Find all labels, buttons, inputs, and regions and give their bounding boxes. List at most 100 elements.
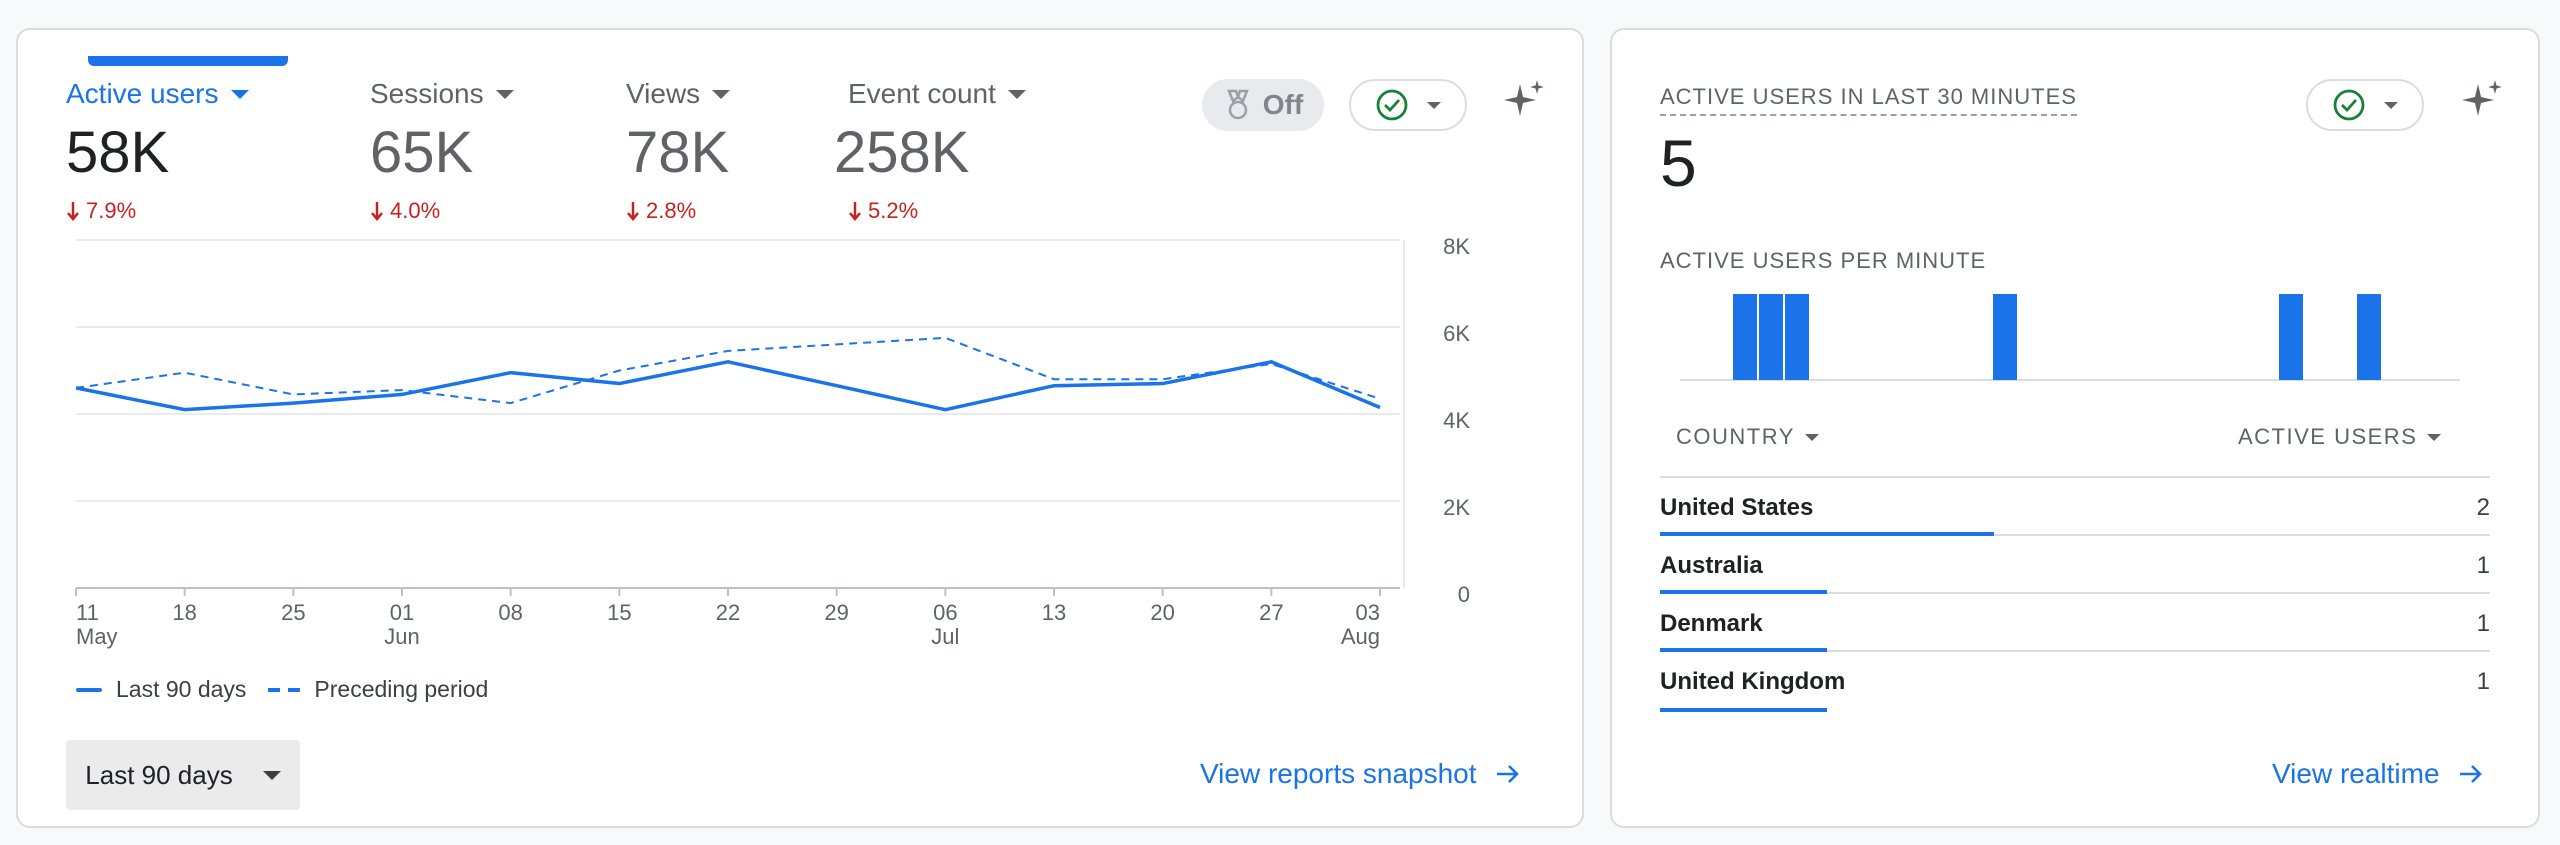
x-tick-label: 11 — [76, 600, 99, 625]
country-name: Australia — [1660, 552, 1763, 579]
metric-change: 5.2% — [848, 198, 1026, 224]
metric-change: 2.8% — [626, 198, 730, 224]
active-users-count: 1 — [2476, 668, 2490, 695]
table-row[interactable]: Australia 1 — [1660, 536, 2490, 594]
x-tick-label: 06 — [933, 600, 957, 625]
realtime-card — [1610, 28, 2540, 828]
legend-dashed-swatch — [268, 687, 301, 692]
metric-label[interactable]: Views — [626, 78, 731, 110]
caret-down-icon — [1427, 101, 1441, 109]
arrow-down-icon — [627, 202, 639, 221]
arrow-right-icon — [1496, 765, 1519, 783]
y-tick-label: 2K — [1443, 495, 1470, 520]
x-tick-month-label: May — [76, 624, 118, 649]
caret-down-icon[interactable] — [230, 89, 249, 99]
arrow-down-icon — [371, 202, 383, 221]
country-name: United Kingdom — [1660, 668, 1846, 695]
x-tick-label: 22 — [716, 600, 740, 625]
caret-down-icon — [2384, 101, 2398, 109]
realtime-active-users-value: 5 — [1660, 126, 1697, 200]
insights-sparkle-icon[interactable] — [1502, 78, 1548, 124]
legend-solid-swatch — [76, 687, 102, 692]
arrow-down-icon — [849, 202, 861, 221]
active-users-per-minute-chart — [1680, 294, 2460, 381]
metric-event-count[interactable]: Event count 258K 5.2% — [834, 78, 1026, 224]
x-tick-label: 01 — [390, 600, 414, 625]
metric-value: 58K — [66, 120, 170, 185]
medal-icon — [1226, 89, 1249, 120]
table-row[interactable]: United States 2 — [1660, 478, 2490, 536]
table-row[interactable]: United Kingdom 1 — [1660, 652, 2490, 712]
x-tick-label: 18 — [172, 600, 196, 625]
active-users-count: 1 — [2476, 610, 2490, 637]
legend-label: Last 90 days — [116, 676, 247, 702]
active-users-count: 1 — [2476, 552, 2490, 579]
minute-bar — [1785, 294, 1809, 380]
y-tick-label: 0 — [1458, 582, 1470, 607]
active-tab-indicator — [88, 56, 288, 66]
metric-sessions[interactable]: Sessions 65K 4.0% — [370, 78, 514, 224]
caret-down-icon — [2427, 433, 2442, 441]
x-tick-month-label: Aug — [1341, 624, 1380, 649]
metric-value: 65K — [370, 120, 474, 185]
series-preceding-period-line — [75, 336, 1381, 405]
caret-down-icon — [262, 770, 281, 780]
x-tick-month-label: Jul — [931, 624, 959, 649]
minute-bar — [2279, 294, 2303, 380]
minute-bar — [1993, 294, 2017, 380]
y-tick-label: 8K — [1443, 234, 1470, 259]
minute-bar — [1759, 294, 1783, 380]
data-quality-dropdown[interactable] — [1349, 79, 1467, 131]
y-tick-label: 6K — [1443, 321, 1470, 346]
overview-card — [16, 28, 1584, 828]
share-bar — [1660, 648, 1827, 652]
view-realtime-link[interactable]: View realtime — [2272, 758, 2484, 790]
caret-down-icon[interactable] — [495, 89, 514, 99]
legend-label: Preceding period — [314, 676, 489, 702]
metric-value: 78K — [626, 120, 730, 185]
minute-bar — [1733, 294, 1757, 380]
caret-down-icon[interactable] — [712, 89, 731, 99]
active-users-count: 2 — [2476, 494, 2490, 521]
realtime-data-quality-dropdown[interactable] — [2306, 79, 2424, 131]
metric-views[interactable]: Views 78K 2.8% — [626, 78, 731, 224]
x-tick-label: 27 — [1259, 600, 1283, 625]
metric-label[interactable]: Active users — [66, 78, 249, 110]
metric-label[interactable]: Event count — [848, 78, 1026, 110]
check-circle-icon — [2333, 89, 2365, 121]
view-reports-snapshot-link[interactable]: View reports snapshot — [1200, 758, 1521, 790]
minute-bar — [2357, 294, 2381, 380]
x-tick-month-label: Jun — [384, 624, 419, 649]
metric-change: 4.0% — [370, 198, 514, 224]
metric-active-users[interactable]: Active users 58K 7.9% — [66, 78, 249, 224]
share-bar — [1660, 590, 1827, 594]
check-circle-icon — [1376, 89, 1408, 121]
date-range-dropdown[interactable]: Last 90 days — [66, 740, 300, 810]
x-tick-label: 15 — [607, 600, 631, 625]
per-minute-title: ACTIVE USERS PER MINUTE — [1660, 248, 1987, 273]
insights-sparkle-icon[interactable] — [2460, 78, 2506, 124]
share-bar — [1660, 532, 1994, 536]
metric-change: 7.9% — [66, 198, 249, 224]
caret-down-icon[interactable] — [1007, 89, 1026, 99]
country-name: Denmark — [1660, 610, 1763, 637]
table-row[interactable]: Denmark 1 — [1660, 594, 2490, 652]
country-name: United States — [1660, 494, 1814, 521]
series-last-90-days-line — [75, 360, 1381, 412]
arrow-right-icon — [2459, 765, 2482, 783]
realtime-title[interactable]: ACTIVE USERS IN LAST 30 MINUTES — [1660, 84, 2077, 116]
x-tick-label: 20 — [1150, 600, 1174, 625]
column-header-country[interactable]: COUNTRY — [1676, 424, 1819, 450]
x-tick-label: 13 — [1042, 600, 1066, 625]
x-tick-label: 03 — [1356, 600, 1380, 625]
metric-value: 258K — [834, 120, 970, 185]
comparison-toggle[interactable]: Off — [1202, 79, 1324, 131]
table-header-divider — [1660, 476, 2490, 478]
column-header-active-users[interactable]: ACTIVE USERS — [2238, 424, 2442, 450]
chart-legend: Last 90 days Preceding period — [76, 676, 488, 703]
arrow-down-icon — [67, 202, 79, 221]
caret-down-icon — [1804, 433, 1819, 441]
share-bar — [1660, 708, 1827, 712]
metric-label[interactable]: Sessions — [370, 78, 514, 110]
